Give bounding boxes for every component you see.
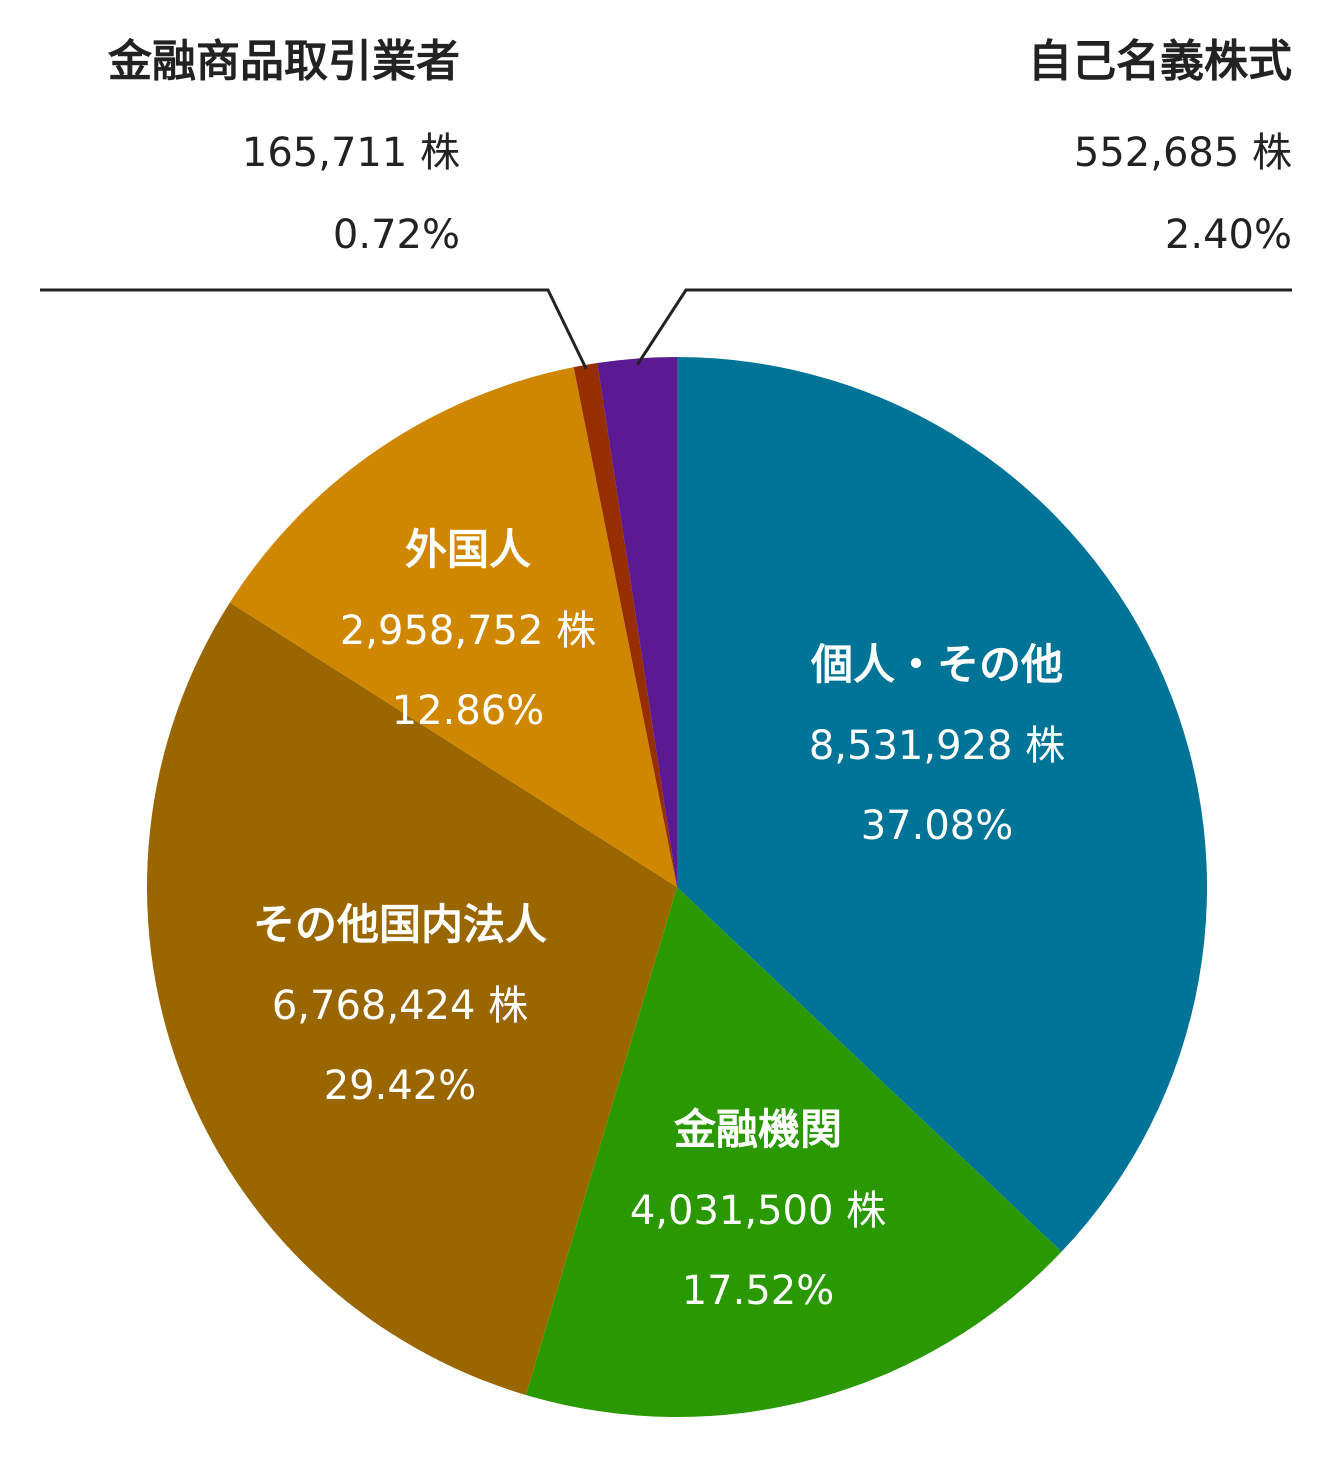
- pie-slice: [597, 357, 677, 887]
- slice-label-shares: 4,031,500 株: [630, 1188, 886, 1234]
- slice-label-name: 外国人: [405, 525, 531, 574]
- pie-slices: [146, 357, 1208, 1418]
- slice-label-shares: 6,768,424 株: [272, 983, 528, 1029]
- callout-label-name: 金融商品取引業者: [107, 36, 460, 87]
- callout-label-shares: 165,711 株: [242, 130, 460, 176]
- slice-label-name: その他国内法人: [253, 900, 547, 949]
- callout-label-percent: 0.72%: [333, 212, 460, 258]
- callout-label-percent: 2.40%: [1165, 212, 1292, 258]
- leader-line: [636, 288, 1292, 366]
- pie-slice: [525, 887, 1062, 1418]
- slice-label-percent: 17.52%: [682, 1268, 835, 1314]
- slice-label-percent: 37.08%: [861, 803, 1014, 849]
- slice-label-percent: 12.86%: [392, 688, 545, 734]
- pie-slice: [146, 602, 677, 1395]
- slice-label-name: 金融機関: [673, 1105, 842, 1154]
- slice-label-shares: 8,531,928 株: [809, 723, 1065, 769]
- callout-label-shares: 552,685 株: [1074, 130, 1292, 176]
- callout-label-name: 自己名義株式: [1028, 36, 1292, 87]
- pie-slice: [677, 357, 1208, 1252]
- slice-label-name: 個人・その他: [810, 640, 1063, 689]
- pie-slice: [229, 367, 677, 887]
- pie-slice: [573, 363, 677, 887]
- slice-labels: 個人・その他 8,531,928 株 37.08% 金融機関 4,031,500 株 17…: [107, 36, 1292, 1314]
- leader-line: [40, 288, 588, 370]
- slice-label-percent: 29.42%: [324, 1063, 477, 1109]
- leader-lines: [40, 288, 1292, 370]
- slice-label-shares: 2,958,752 株: [340, 608, 596, 654]
